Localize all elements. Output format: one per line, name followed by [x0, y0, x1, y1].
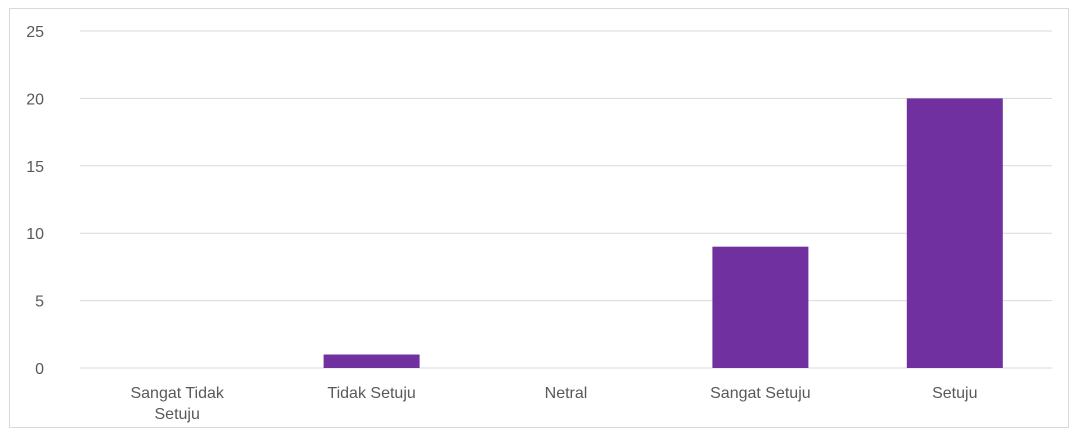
x-category-label: Sangat Setuju [710, 385, 811, 402]
x-category-label: Sangat Tidak Setuju [130, 385, 224, 423]
bar-setuju [906, 98, 1003, 369]
x-category-label: Tidak Setuju [327, 385, 415, 402]
bar-tidak-setuju [323, 354, 420, 368]
x-axis-labels: Sangat Tidak Setuju Tidak Setuju Netral Sang… [130, 385, 977, 423]
y-tick-label: 25 [26, 24, 44, 41]
x-category-label: Setuju [932, 385, 977, 402]
bars [323, 98, 1003, 369]
y-tick-label: 20 [26, 91, 44, 108]
y-tick-label: 0 [35, 361, 44, 378]
y-tick-label: 10 [26, 226, 44, 243]
x-category-label: Netral [545, 385, 588, 402]
chart-frame [9, 8, 1069, 428]
bar-sangat-setuju [712, 246, 809, 368]
y-tick-label: 5 [35, 294, 44, 311]
y-tick-label: 15 [26, 159, 44, 176]
gridlines [80, 30, 1052, 369]
y-axis-ticks: 0 5 10 15 20 25 [26, 24, 44, 378]
